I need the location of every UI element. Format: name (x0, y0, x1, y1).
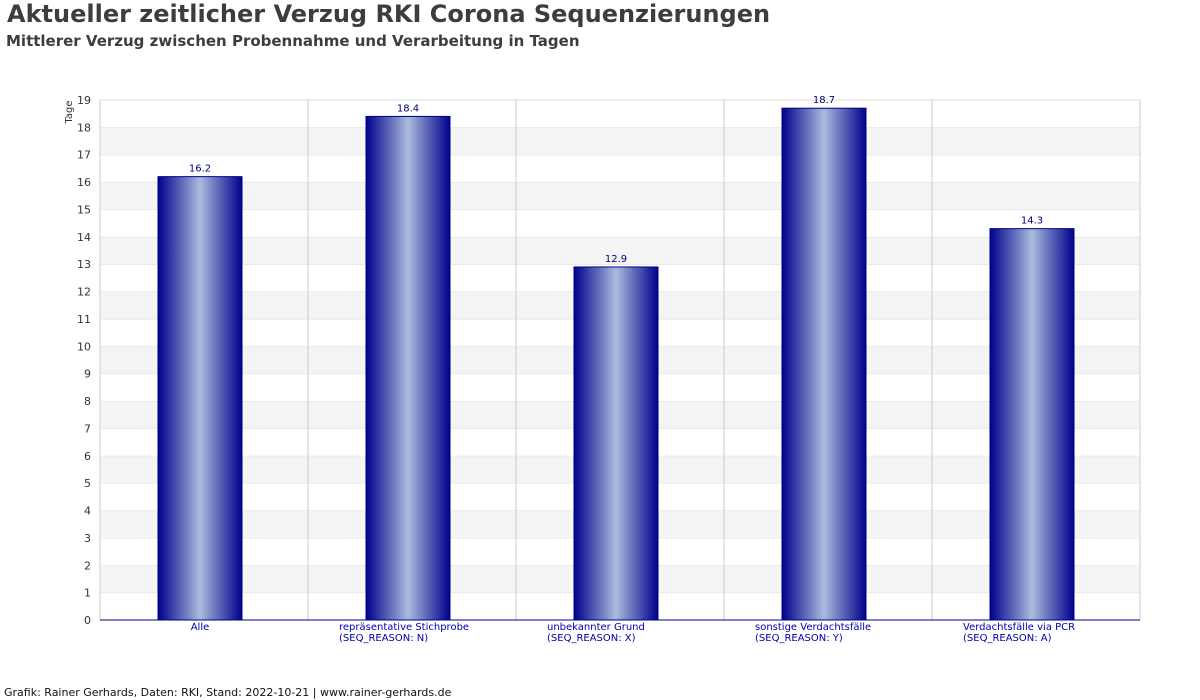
x-category-label: repräsentative Stichprobe (339, 622, 469, 633)
x-category-label: (SEQ_REASON: A) (963, 633, 1052, 644)
bar-chart: 16.218.412.918.714.3 0123456789101112131… (64, 94, 1141, 644)
y-tick-label: 13 (77, 258, 91, 271)
y-tick-label: 18 (77, 121, 91, 134)
y-tick-label: 15 (77, 203, 91, 216)
bar-value-label: 12.9 (605, 254, 627, 265)
bar-value-label: 16.2 (189, 164, 211, 175)
x-category-label: Alle (191, 622, 210, 633)
grid-band (100, 154, 1140, 183)
chart-subtitle: Mittlerer Verzug zwischen Probennahme un… (6, 32, 580, 50)
x-category-label: (SEQ_REASON: N) (339, 633, 428, 644)
grid-band (100, 100, 1140, 128)
y-axis-label: Tage (64, 100, 75, 124)
y-tick-label: 16 (77, 176, 91, 189)
bar-value-label: 18.4 (397, 103, 419, 114)
grid-band (100, 209, 1140, 237)
y-tick-label: 1 (84, 587, 91, 600)
y-tick-label: 10 (77, 340, 91, 353)
x-category-label: (SEQ_REASON: X) (547, 633, 636, 644)
bar (781, 107, 867, 621)
x-axis-labels: Alle repräsentative Stichprobe(SEQ_REASON… (191, 622, 1075, 644)
bar (573, 266, 659, 621)
bar (157, 176, 243, 621)
x-category-label: Verdachtsfälle via PCR (963, 622, 1075, 633)
y-tick-label: 0 (84, 614, 91, 627)
bar (365, 115, 451, 621)
y-tick-label: 2 (84, 559, 91, 572)
y-tick-label: 3 (84, 532, 91, 545)
bar-value-label: 14.3 (1021, 216, 1043, 227)
bar-value-label: 18.7 (813, 95, 835, 106)
y-tick-label: 14 (77, 231, 91, 244)
y-tick-label: 19 (77, 94, 91, 107)
grid-band (100, 182, 1140, 210)
bars: 16.2 18.4 12.9 18.7 14.3 (157, 95, 1075, 621)
x-category-label: sonstige Verdachtsfälle (755, 622, 871, 633)
category-separators (99, 100, 1141, 620)
y-tick-label: 8 (84, 395, 91, 408)
bar (989, 228, 1075, 621)
y-tick-label: 5 (84, 477, 91, 490)
y-tick-label: 7 (84, 422, 91, 435)
grid-band (100, 127, 1140, 155)
y-tick-label: 6 (84, 450, 91, 463)
x-category-label: (SEQ_REASON: Y) (755, 633, 843, 644)
y-tick-label: 4 (84, 505, 91, 518)
footer-credit: Grafik: Rainer Gerhards, Daten: RKI, Sta… (4, 686, 452, 699)
chart-title: Aktueller zeitlicher Verzug RKI Corona S… (7, 0, 771, 28)
y-tick-label: 12 (77, 286, 91, 299)
y-tick-label: 9 (84, 368, 91, 381)
x-category-label: unbekannter Grund (547, 622, 645, 633)
y-tick-label: 17 (77, 149, 91, 162)
grid-band (100, 236, 1140, 265)
y-tick-label: 11 (77, 313, 91, 326)
